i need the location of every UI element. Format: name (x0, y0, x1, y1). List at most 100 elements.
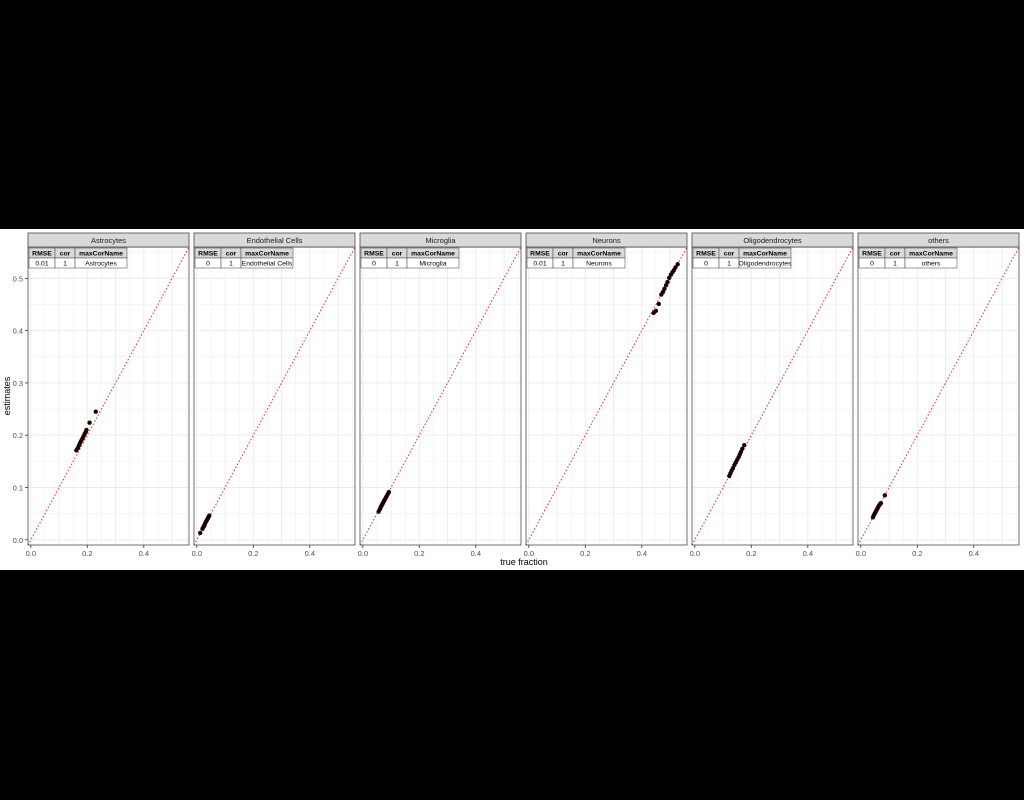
facet-panel: RMSE 0 cor 1 maxCorName others others 0.0 0.2 0.4 (856, 232, 1020, 558)
facet-strip (691, 232, 854, 248)
table-value-label: 1 (893, 261, 897, 268)
chart-svg: 0.0 0.1 0.2 0.3 0.4 0.5 estimates true fraction… (2, 232, 1020, 567)
facet-panel: RMSE 0 cor 1 maxCorName Oligodendrocytes Oligo… (690, 232, 854, 558)
x-tick-label: 0.4 (471, 549, 481, 558)
table-value-label: 1 (727, 261, 731, 268)
table-header-label: cor (890, 251, 901, 258)
table-value-label: 1 (395, 261, 399, 268)
data-point (93, 409, 98, 414)
data-point (386, 489, 392, 495)
x-tick-label: 0.2 (746, 549, 756, 558)
data-point (742, 442, 747, 448)
table-value-label: Microglia (419, 261, 446, 268)
x-tick-label: 0.0 (690, 549, 700, 558)
facet-panel: RMSE 0 cor 1 maxCorName Endothelial Cells Endo… (192, 232, 356, 558)
faceted-scatter-figure: 0.0 0.1 0.2 0.3 0.4 0.5 estimates true fraction… (0, 229, 1024, 570)
x-tick-label: 0.2 (248, 549, 258, 558)
x-tick-label: 0.2 (580, 549, 590, 558)
x-tick-label: 0.4 (637, 549, 647, 558)
data-point (665, 279, 670, 285)
facet-strip (27, 232, 190, 248)
table-header-label: cor (558, 251, 569, 258)
facet-title: Endothelial Cells (247, 236, 303, 245)
table-value-label: 1 (561, 261, 565, 268)
x-tick-label: 0.4 (803, 549, 813, 558)
table-value-label: Neurons (586, 261, 612, 268)
table-value-label: 1 (229, 261, 233, 268)
x-tick-label: 0.0 (192, 549, 202, 558)
x-tick-label: 0.2 (912, 549, 922, 558)
data-point (882, 493, 888, 498)
data-point (84, 427, 89, 433)
data-point (656, 301, 661, 307)
facet-title: Microglia (425, 236, 456, 245)
y-tick-label: 0.1 (13, 483, 23, 492)
facet-title: Astrocytes (91, 236, 126, 245)
data-point (653, 308, 659, 313)
table-value-label: 1 (63, 261, 67, 268)
table-header-label: cor (226, 251, 237, 258)
data-point (878, 500, 884, 506)
x-tick-label: 0.4 (305, 549, 315, 558)
table-header-label: cor (724, 251, 735, 258)
x-tick-label: 0.2 (414, 549, 424, 558)
reference-line (525, 246, 688, 546)
table-value-label: 0 (206, 261, 210, 268)
table-value-label: 0 (372, 261, 376, 268)
table-header-label: maxCorName (411, 251, 455, 258)
table-header-label: RMSE (862, 251, 882, 258)
facet-panel: RMSE 0 cor 1 maxCorName Microglia Microglia 0.0… (358, 232, 522, 558)
x-tick-label: 0.0 (524, 549, 534, 558)
table-header-label: RMSE (198, 251, 218, 258)
facet-panel: RMSE 0.01 cor 1 maxCorName Neurons Neurons 0.0 0… (524, 232, 688, 558)
table-header-label: RMSE (364, 251, 384, 258)
y-tick-label: 0.0 (13, 536, 23, 545)
table-value-cell (904, 257, 958, 269)
table-header-label: RMSE (32, 251, 52, 258)
data-point (87, 420, 92, 425)
table-header-label: maxCorName (743, 251, 787, 258)
reference-line (27, 246, 190, 546)
x-tick-label: 0.4 (969, 549, 979, 558)
data-point (662, 286, 667, 292)
table-value-label: 0.01 (533, 261, 546, 268)
facet-strip (857, 232, 1020, 248)
table-value-label: Astrocytes (85, 261, 117, 268)
table-value-label: Endothelial Cells (242, 261, 293, 268)
table-value-cell (74, 257, 128, 269)
table-value-label: 0 (704, 261, 708, 268)
table-header-label: RMSE (530, 251, 550, 258)
reference-line (193, 246, 356, 546)
table-header-label: maxCorName (909, 251, 953, 258)
table-header-label: RMSE (696, 251, 716, 258)
x-tick-label: 0.0 (26, 549, 36, 558)
table-header-label: cor (60, 251, 71, 258)
table-header-label: maxCorName (245, 251, 289, 258)
facet-strip (193, 232, 356, 248)
facet-title: Neurons (592, 236, 621, 245)
facet-title: Oligodendrocytes (743, 236, 802, 245)
data-point (207, 513, 212, 518)
table-value-label: 0 (870, 261, 874, 268)
table-value-cell (240, 257, 294, 269)
table-value-label: 0.01 (35, 261, 48, 268)
facet-strip (359, 232, 522, 248)
table-value-label: Oligodendrocytes (739, 261, 792, 268)
table-value-cell (406, 257, 460, 269)
reference-line (691, 246, 854, 546)
x-tick-label: 0.2 (82, 549, 92, 558)
table-header-label: maxCorName (79, 251, 123, 258)
y-tick-label: 0.4 (13, 327, 23, 336)
table-value-label: others (922, 261, 941, 268)
data-point (675, 262, 680, 267)
table-header-label: maxCorName (577, 251, 621, 258)
x-axis-title: true fraction (500, 557, 548, 567)
facet-panel: RMSE 0.01 cor 1 maxCorName Astrocytes Astrocyt… (26, 232, 190, 558)
table-header-label: cor (392, 251, 403, 258)
y-tick-label: 0.5 (13, 274, 23, 283)
facet-strip (525, 232, 688, 248)
facet-title: others (928, 236, 949, 245)
y-axis-title: estimates (2, 376, 12, 415)
x-tick-label: 0.0 (856, 549, 866, 558)
data-point (673, 265, 678, 270)
